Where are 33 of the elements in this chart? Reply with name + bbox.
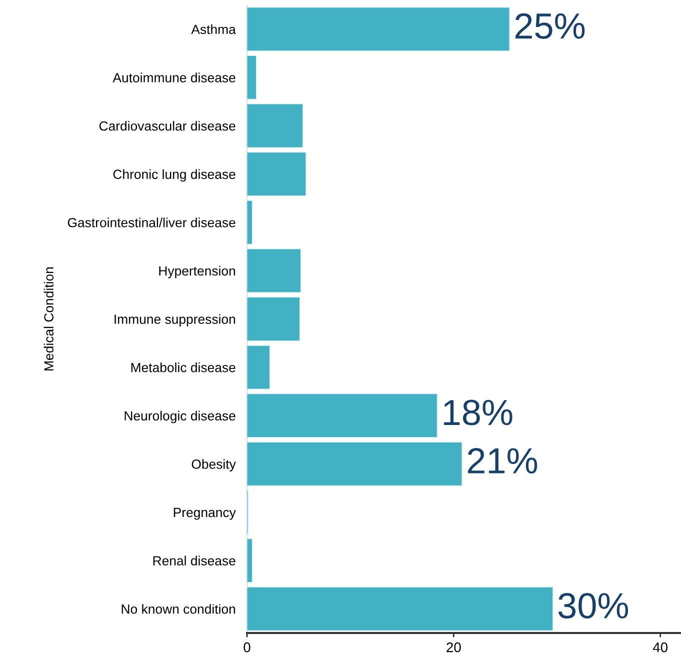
y-tick-label: Cardiovascular disease bbox=[99, 120, 236, 131]
y-tick-label: No known condition bbox=[122, 604, 236, 614]
bar bbox=[247, 55, 257, 100]
data-label: 30% bbox=[558, 592, 628, 619]
bar bbox=[247, 345, 270, 390]
bar bbox=[247, 104, 304, 148]
data-label: 18% bbox=[444, 400, 512, 426]
bar bbox=[247, 442, 462, 486]
bar bbox=[247, 394, 438, 438]
y-tick-label: Hypertension bbox=[159, 266, 236, 278]
bar bbox=[247, 7, 510, 52]
x-tick-label: 0 bbox=[244, 642, 250, 652]
y-tick-label: Chronic lung disease bbox=[113, 169, 236, 182]
y-tick-label: Gastrointestinal/liver disease bbox=[68, 218, 236, 228]
data-label: 25% bbox=[515, 13, 585, 39]
y-tick-label: Neurologic disease bbox=[124, 410, 236, 424]
bar bbox=[247, 200, 252, 244]
y-tick-label: Asthma bbox=[191, 24, 236, 34]
x-tick-label: 20 bbox=[446, 642, 461, 652]
data-label: 21% bbox=[468, 448, 538, 474]
bar bbox=[247, 152, 306, 196]
y-axis-title: Medical Condition bbox=[44, 267, 54, 370]
y-tick-label: Obesity bbox=[192, 459, 236, 472]
y-tick-label: Renal disease bbox=[153, 556, 236, 566]
bar bbox=[247, 586, 554, 631]
y-tick-label: Autoimmune disease bbox=[112, 72, 236, 82]
y-tick-label: Immune suppression bbox=[114, 314, 236, 327]
x-tick-label: 40 bbox=[652, 642, 668, 652]
y-tick-label: Metabolic disease bbox=[131, 362, 236, 372]
y-tick-label: Pregnancy bbox=[174, 508, 236, 520]
bar bbox=[247, 248, 302, 293]
bar bbox=[247, 296, 300, 342]
bar bbox=[247, 538, 252, 583]
